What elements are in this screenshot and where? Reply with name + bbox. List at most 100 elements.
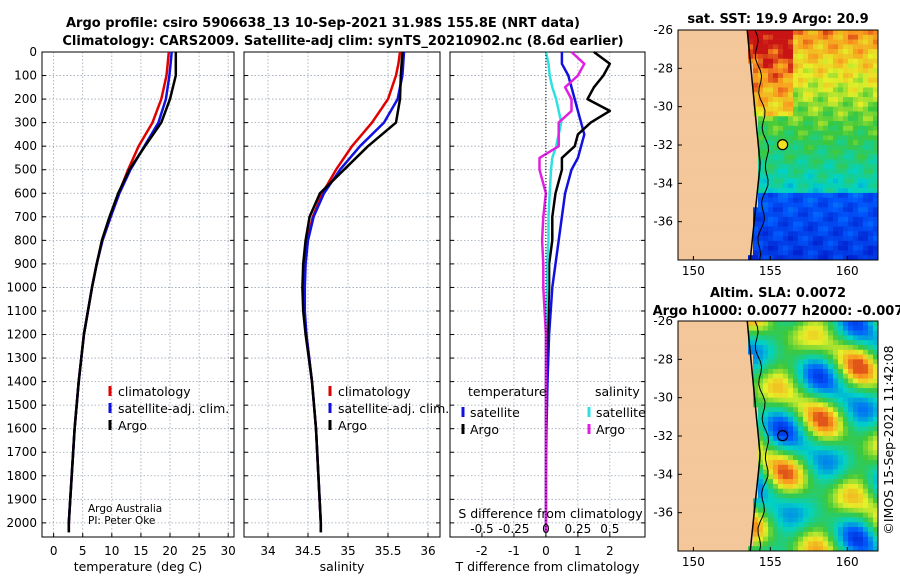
map-cell bbox=[713, 445, 719, 451]
map-cell bbox=[838, 459, 844, 466]
map-cell bbox=[828, 53, 834, 60]
map-cell bbox=[763, 178, 769, 184]
map-cell bbox=[708, 168, 714, 175]
map-cell bbox=[738, 135, 744, 141]
map-cell bbox=[768, 325, 774, 331]
map-cell bbox=[683, 145, 689, 151]
map-cell bbox=[723, 101, 729, 107]
map-cell bbox=[783, 30, 789, 36]
map-cell bbox=[728, 421, 734, 427]
map-cell bbox=[843, 340, 849, 346]
map-cell bbox=[863, 412, 869, 418]
map-cell bbox=[733, 164, 739, 170]
map-cell bbox=[843, 101, 849, 107]
map-cell bbox=[858, 402, 864, 408]
map-cell bbox=[738, 216, 744, 222]
map-cell bbox=[718, 426, 724, 432]
map-cell bbox=[738, 53, 744, 60]
map-cell bbox=[698, 231, 704, 237]
map-cell bbox=[693, 359, 699, 365]
map-cell bbox=[768, 245, 774, 251]
map-cell bbox=[693, 183, 699, 189]
map-cell bbox=[718, 455, 724, 461]
map-cell bbox=[778, 507, 784, 513]
map-cell bbox=[743, 517, 749, 523]
map-cell bbox=[813, 73, 819, 79]
map-cell bbox=[843, 106, 849, 112]
map-cell bbox=[778, 349, 784, 355]
map-cell bbox=[808, 63, 814, 69]
map-cell bbox=[698, 479, 704, 485]
map-cell bbox=[758, 459, 764, 466]
map-cell bbox=[703, 373, 709, 379]
map-cell bbox=[718, 240, 724, 246]
map-cell bbox=[688, 145, 694, 151]
map-cell bbox=[753, 536, 759, 542]
map-cell bbox=[873, 255, 879, 261]
map-cell bbox=[678, 383, 684, 389]
map-cell bbox=[713, 168, 719, 175]
map-cell bbox=[768, 30, 774, 36]
map-cell bbox=[783, 368, 789, 375]
map-cell bbox=[758, 531, 764, 537]
map-cell bbox=[758, 164, 764, 170]
map-cell bbox=[853, 455, 859, 461]
map-cell bbox=[748, 121, 754, 127]
map-cell bbox=[853, 202, 859, 208]
map-cell bbox=[833, 130, 839, 136]
map-cell bbox=[783, 359, 789, 365]
map-title: Altim. SLA: 0.0072 bbox=[710, 286, 846, 301]
map-cell bbox=[783, 53, 789, 60]
map-cell bbox=[868, 231, 874, 237]
map-cell bbox=[838, 30, 844, 36]
map-cell bbox=[808, 121, 814, 127]
map-cell bbox=[778, 412, 784, 418]
map-cell bbox=[713, 240, 719, 246]
map-cell bbox=[823, 335, 829, 341]
map-cell bbox=[863, 221, 869, 227]
map-cell bbox=[688, 149, 694, 155]
map-cell bbox=[713, 173, 719, 179]
map-cell bbox=[828, 445, 834, 451]
map-cell bbox=[708, 250, 714, 256]
map-cell bbox=[693, 354, 699, 360]
map-cell bbox=[848, 226, 854, 232]
map-cell bbox=[698, 474, 704, 480]
map-cell bbox=[863, 202, 869, 208]
map-cell bbox=[768, 231, 774, 237]
map-cell bbox=[758, 135, 764, 141]
map-cell bbox=[848, 130, 854, 136]
map-cell bbox=[723, 364, 729, 370]
map-cell bbox=[758, 383, 764, 389]
map-cell bbox=[693, 416, 699, 422]
map-cell bbox=[763, 416, 769, 422]
map-cell bbox=[708, 412, 714, 418]
map-cell bbox=[873, 145, 879, 151]
map-cell bbox=[853, 34, 859, 40]
map-cell bbox=[818, 440, 824, 446]
map-cell bbox=[838, 168, 844, 175]
map-cell bbox=[818, 53, 824, 60]
map-cell bbox=[748, 226, 754, 232]
map-cell bbox=[698, 541, 704, 547]
map-cell bbox=[773, 212, 779, 218]
map-cell bbox=[803, 469, 809, 475]
map-cell bbox=[718, 378, 724, 384]
map-cell bbox=[758, 440, 764, 446]
map-cell bbox=[718, 212, 724, 218]
map-cell bbox=[738, 30, 744, 36]
map-cell bbox=[788, 39, 794, 45]
map-cell bbox=[758, 145, 764, 151]
map-cell bbox=[868, 483, 874, 490]
map-cell bbox=[693, 149, 699, 155]
map-cell bbox=[738, 154, 744, 160]
map-cell bbox=[813, 388, 819, 394]
map-cell bbox=[833, 483, 839, 490]
map-cell bbox=[868, 359, 874, 365]
map-cell bbox=[688, 349, 694, 355]
map-cell bbox=[728, 68, 734, 74]
map-cell bbox=[773, 30, 779, 36]
map-cell bbox=[793, 541, 799, 547]
map-cell bbox=[748, 39, 754, 45]
map-cell bbox=[833, 469, 839, 475]
